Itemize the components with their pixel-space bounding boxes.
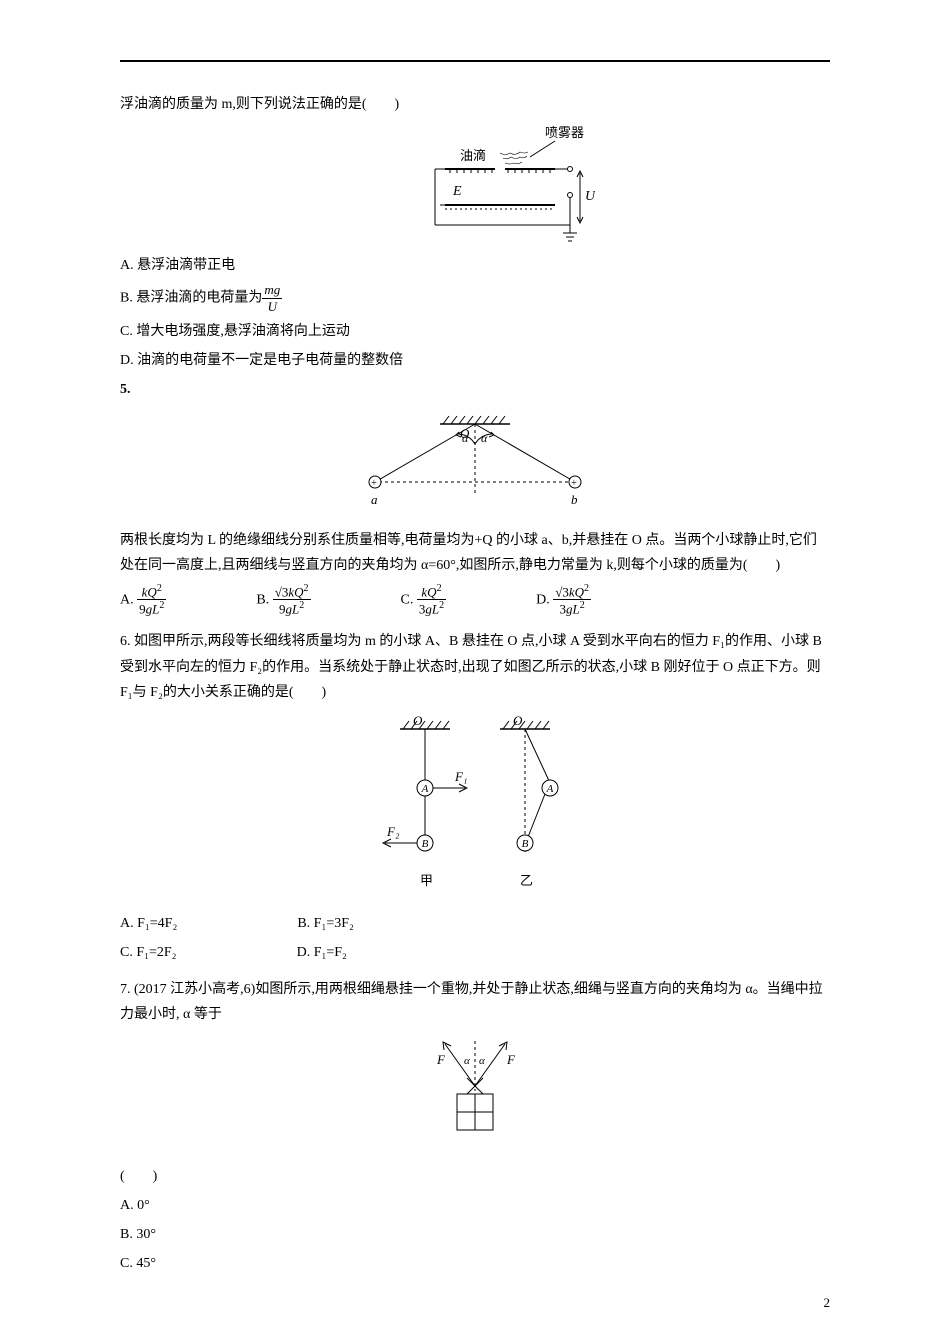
q7-optC: C. 45° — [120, 1251, 830, 1276]
q4-optA: A. 悬浮油滴带正电 — [120, 253, 830, 278]
page: 浮油滴的质量为 m,则下列说法正确的是( ) 喷雾器 油滴 — [0, 0, 950, 1344]
svg-text:F: F — [436, 1052, 446, 1067]
svg-text:α: α — [479, 1055, 485, 1067]
q4-optD: D. 油滴的电荷量不一定是电子电荷量的整数倍 — [120, 348, 830, 373]
q6-options-row2: C. F₁=2F₂ D. F₁=F₂ — [120, 940, 830, 965]
q7-optB: B. 30° — [120, 1222, 830, 1247]
droplet-spray: 油滴 — [460, 148, 528, 164]
q5-optD: D. √3kQ23gL2 — [536, 583, 591, 618]
q5-optA: A. kQ29gL2 — [120, 583, 166, 618]
page-number: 2 — [824, 1291, 831, 1314]
svg-text:+: + — [571, 478, 577, 489]
fig-yi: O A B 乙 — [500, 713, 558, 888]
svg-text:甲: 甲 — [420, 873, 433, 888]
q7-figure: F F α α — [120, 1036, 830, 1156]
q5-figure: O α α + + a b — [120, 410, 830, 520]
q4-optB-frac: mgU — [262, 282, 282, 314]
label-sprayer: 喷雾器 — [545, 125, 584, 140]
q4-optB: B. 悬浮油滴的电荷量为mgU — [120, 282, 830, 314]
svg-text:a: a — [371, 492, 378, 507]
svg-text:A: A — [546, 783, 554, 795]
q6-text: 6. 如图甲所示,两段等长细线将质量均为 m 的小球 A、B 悬挂在 O 点,小… — [120, 629, 830, 705]
q6-optA: A. F₁=4F₂ — [120, 911, 177, 936]
svg-text:B: B — [522, 838, 529, 850]
q6-optD: D. F₁=F₂ — [297, 940, 347, 965]
q6-options-row1: A. F₁=4F₂ B. F₁=3F₂ — [120, 911, 830, 936]
svg-text:α: α — [462, 431, 469, 445]
fig-jia: O A F₁ B F₂ 甲 — [383, 713, 467, 888]
svg-text:乙: 乙 — [520, 873, 533, 888]
q5-number: 5. — [120, 377, 830, 402]
svg-text:B: B — [422, 838, 429, 850]
svg-text:α: α — [481, 431, 488, 445]
svg-text:F₂: F₂ — [386, 824, 400, 839]
q4-optC: C. 增大电场强度,悬浮油滴将向上运动 — [120, 319, 830, 344]
q5-optC: C. kQ23gL2 — [401, 583, 447, 618]
q5-optB: B. √3kQ29gL2 — [256, 583, 310, 618]
q5-text: 两根长度均为 L 的绝缘细线分别系住质量相等,电荷量均为+Q 的小球 a、b,并… — [120, 528, 830, 578]
svg-text:O: O — [413, 713, 423, 728]
svg-text:α: α — [464, 1055, 470, 1067]
top-rule — [120, 60, 830, 62]
svg-text:O: O — [513, 713, 523, 728]
q5-options: A. kQ29gL2 B. √3kQ29gL2 C. kQ23gL2 D. √3… — [120, 583, 830, 618]
svg-text:+: + — [371, 478, 377, 489]
svg-text:F: F — [506, 1052, 516, 1067]
svg-text:F₁: F₁ — [454, 769, 467, 784]
q7-blank: ( ) — [120, 1164, 830, 1189]
q7-text: 7. (2017 江苏小高考,6)如图所示,用两根细绳悬挂一个重物,并处于静止状… — [120, 977, 830, 1027]
q4-figure: 喷雾器 油滴 — [120, 125, 830, 245]
svg-text:油滴: 油滴 — [460, 148, 486, 163]
q6-optC: C. F₁=2F₂ — [120, 940, 177, 965]
label-E: E — [452, 184, 462, 199]
q6-optB: B. F₁=3F₂ — [297, 911, 354, 936]
svg-text:A: A — [421, 783, 429, 795]
label-U: U — [585, 189, 595, 204]
svg-text:b: b — [571, 492, 578, 507]
q7-optA: A. 0° — [120, 1193, 830, 1218]
q6-figure: O A F₁ B F₂ 甲 O — [120, 713, 830, 903]
q4-intro: 浮油滴的质量为 m,则下列说法正确的是( ) — [120, 92, 830, 117]
